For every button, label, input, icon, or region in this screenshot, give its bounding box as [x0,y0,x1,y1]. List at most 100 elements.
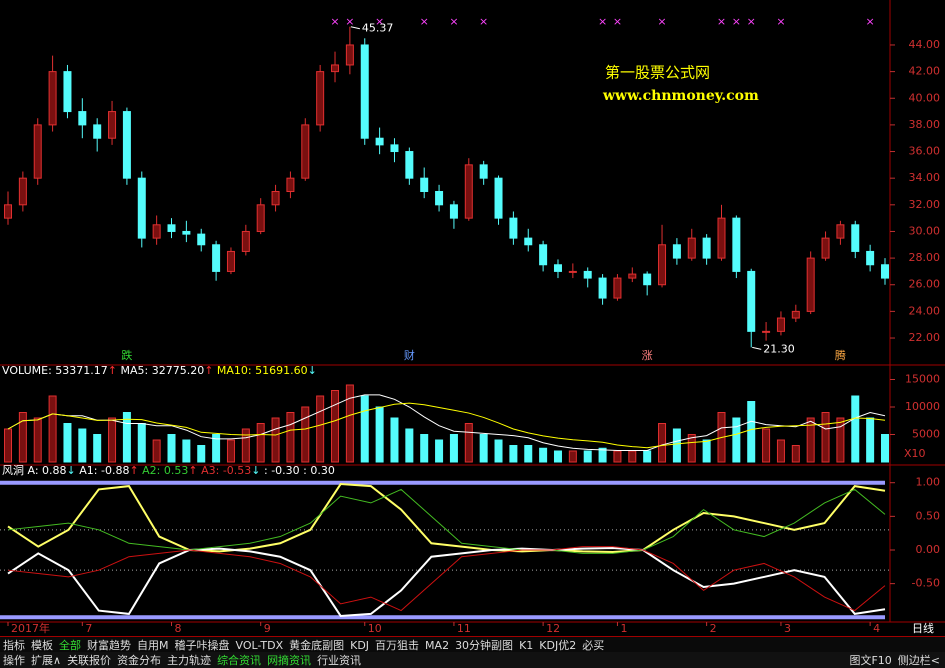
series-line [7,483,886,554]
y-tick-label: 30.00 [909,224,941,237]
x-tick-label: 1 [620,622,627,635]
tab[interactable]: KDJ [350,638,370,652]
signal: × [375,15,384,28]
tab[interactable]: 网摘资讯 [267,654,312,667]
candle-body [78,111,87,126]
volume-bar [583,450,592,463]
chart: 第一股票公式网 www.chnmoney.com 日线 22.00 24.00 26… [0,0,945,636]
y-tick-label: 15000 [905,373,940,386]
volume-bar [316,395,325,463]
x-tick-label: 9 [264,622,271,635]
volume-bar [806,417,815,463]
ma-line [7,402,886,449]
event-marker: 腾 [835,348,846,362]
volume-bar [18,412,27,463]
volume-bar [301,406,310,463]
volume-bar [628,450,637,463]
candle-body [494,177,503,219]
volume-bar [821,412,830,463]
legend-entry: A1: -0.88 [79,464,129,477]
candle-body [212,244,221,272]
volume-bar [866,417,875,463]
annotation: 45.37 [362,22,394,35]
signal: × [613,15,622,28]
candle-body [167,224,176,232]
candle-body [405,151,414,179]
indicator-tabs: 指标 模板 全部 财富趋势 自用M 稽子咔操盘 VOL-TDX 黄金底副图 KDJ 百万狙击 MA2… [0,636,945,653]
volume-bar [762,428,771,463]
signal: × [776,15,785,28]
volume-bar [48,395,57,463]
event-marker: 财 [404,348,415,362]
volume-bar [360,395,369,463]
volume-bar [212,434,221,463]
tab[interactable]: 图文F10 [849,654,892,667]
volume-bar [732,417,741,463]
volume-bar [390,417,399,463]
volume-bar [345,384,354,463]
candle-body [479,164,488,179]
candle-body [643,273,652,286]
tab[interactable]: 全部 [59,639,81,652]
tab[interactable]: 30分钟副图 [455,639,514,652]
tab[interactable]: 黄金底副图 [289,639,345,652]
volume-bar [672,428,681,463]
tab[interactable]: 模板 [31,639,53,652]
candle-body [851,224,860,252]
volume-bar [182,439,191,463]
tab[interactable]: K1 [519,638,534,652]
tab[interactable]: 操作 [3,654,25,667]
candle-body [301,124,310,179]
event-marker: 跌 [121,348,132,362]
signal: × [732,15,741,28]
volume-bar [851,395,860,463]
volume-bar [494,439,503,463]
tab[interactable]: 百万狙击 [375,639,420,652]
y-tick-label: 42.00 [909,65,941,78]
candle-body [658,244,667,286]
signal: × [330,15,339,28]
candle-body [18,177,27,206]
y-tick-label: 0.50 [916,509,941,522]
tab[interactable]: 稽子咔操盘 [174,639,230,652]
candle-body [509,217,518,239]
candle-body [747,270,756,332]
tab[interactable]: 行业资讯 [317,654,362,667]
tab[interactable]: KDJ优2 [539,639,577,652]
volume-bar [747,401,756,463]
volume-bar [226,439,235,463]
tab[interactable]: 自用M [137,639,169,652]
candle-body [241,230,250,252]
x-tick-label: 8 [175,622,182,635]
candle-body [271,190,280,206]
tab[interactable]: 指标 [3,639,25,652]
candle-body [791,310,800,319]
legend-arrow: ↓ [67,464,76,477]
tab[interactable]: 资金分布 [117,654,162,667]
candle-body [628,273,637,279]
x-tick-label: 3 [784,622,791,635]
annotation: 21.30 [763,342,795,355]
candle-body [93,124,102,139]
candle-body [821,237,830,259]
tab[interactable]: 关联报价 [67,654,112,667]
legend-arrow: ↑ [188,464,197,477]
volume-bar [375,406,384,463]
y-tick-label: 5000 [912,428,940,441]
tab[interactable]: 主力轨迹 [167,654,212,667]
tab[interactable]: 财富趋势 [87,639,131,652]
tab[interactable]: 扩展∧ [31,654,62,667]
annotation-arrow [752,346,762,350]
volume-bar [791,445,800,463]
candle-body [152,224,161,239]
x-tick-label: 11 [457,622,471,635]
tab[interactable]: 综合资讯 [217,654,262,667]
x-tick-label: 12 [546,622,560,635]
tab[interactable]: 侧边栏< [897,654,940,667]
candle-body [316,71,325,126]
legend-entry: A: 0.88 [28,464,67,477]
tab[interactable]: VOL-TDX [235,638,284,652]
tab[interactable]: 必买 [582,639,605,652]
tab[interactable]: MA2 [425,638,450,652]
legend-arrow: ↑ [129,464,138,477]
